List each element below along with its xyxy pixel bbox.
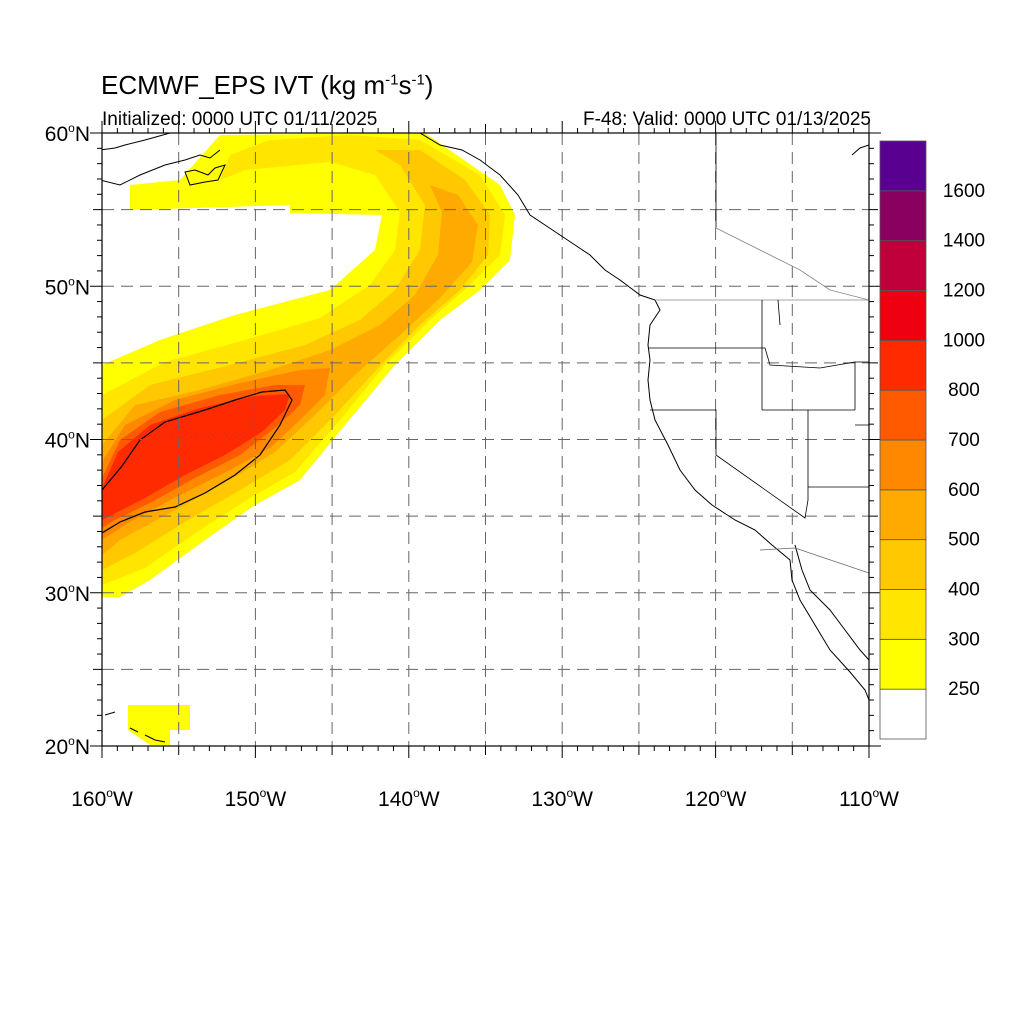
colorbar-label: 700 [948,430,980,451]
map-plot-area [102,133,869,746]
lon-label: 120oW [685,786,747,811]
colorbar-label: 1200 [943,281,985,302]
colorbar-label: 1400 [943,231,985,252]
colorbar-box [879,489,927,541]
colorbar-label: 600 [948,480,980,501]
colorbar-label: 800 [948,380,980,401]
lat-label: 40oN [45,428,90,453]
colorbar-box [879,539,927,590]
map-title: ECMWF_EPS IVT (kg m-1s-1) [101,70,434,100]
colorbar-box [879,439,927,491]
initialized-time: Initialized: 0000 UTC 01/11/2025 [102,109,378,130]
longitude-axis: 160oW 150oW 140oW 130oW 120oW 110oW [71,121,899,811]
lon-label: 150oW [225,786,287,811]
colorbar-box [879,688,927,740]
colorbar-box [879,140,927,192]
coastlines [102,133,869,743]
latitude-axis: 60oN 50oN 40oN 30oN 20oN [45,121,881,759]
ivt-800-contour [102,389,293,534]
colorbar-box [879,190,927,242]
borders [648,133,869,574]
colorbar: 250 300 400 500 600 700 800 1000 1200 1400 1600 [879,140,985,740]
lon-label: 110oW [839,786,899,811]
colorbar-label: 1600 [943,181,985,202]
colorbar-label: 1000 [943,330,985,351]
lon-label: 160oW [71,786,133,811]
colorbar-box [879,389,927,441]
lat-label: 60oN [45,121,90,146]
ivt-shading [102,133,515,745]
lat-label: 50oN [45,274,90,299]
ivt-250-hawaii [128,705,190,745]
valid-time: F-48: Valid: 0000 UTC 01/13/2025 [583,109,871,130]
lat-label: 20oN [45,734,90,759]
colorbar-label: 300 [948,629,980,650]
colorbar-label: 500 [948,530,980,551]
colorbar-label: 400 [948,580,980,601]
colorbar-box [879,339,927,391]
colorbar-box [879,290,927,341]
lon-label: 140oW [378,786,440,811]
lat-label: 30oN [45,581,90,606]
colorbar-box [879,589,927,640]
lon-label: 130oW [531,786,593,811]
colorbar-box [879,240,927,291]
ivt-800 [102,394,290,520]
colorbar-box [879,638,927,690]
colorbar-label: 250 [948,679,980,700]
